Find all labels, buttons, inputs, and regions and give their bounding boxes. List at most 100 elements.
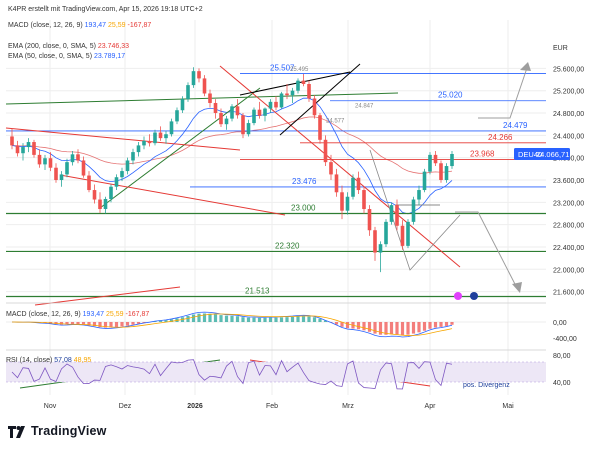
macd-histogram-bar (59, 322, 64, 325)
macd-histogram-bar (103, 322, 108, 328)
candle-body (175, 110, 179, 122)
macd-histogram-bar (450, 322, 454, 325)
candle-body (367, 209, 372, 231)
projection-up-head (520, 62, 531, 71)
macd-histogram-bar (367, 322, 372, 332)
candle-body (268, 101, 273, 109)
macd-histogram-bar (301, 316, 306, 322)
level-label: 25.507 (270, 64, 295, 73)
candle-body (169, 121, 174, 135)
macd-histogram-bar (191, 314, 196, 322)
time-tick-label: 2026 (187, 403, 203, 410)
tradingview-logo[interactable]: TradingView (8, 424, 107, 438)
macd-histogram-bar (312, 317, 317, 322)
macd-histogram-bar (318, 318, 322, 322)
candle-body (241, 115, 245, 135)
candle-body (109, 186, 113, 199)
candle-body (59, 174, 64, 180)
time-tick-label: Apr (425, 403, 437, 410)
candle-body (318, 115, 322, 140)
macd-histogram-bar (153, 321, 157, 322)
macd-histogram-bar (279, 317, 284, 322)
macd-histogram-bar (406, 322, 410, 335)
macd-histogram-bar (87, 322, 91, 326)
macd-histogram-bar (219, 315, 223, 322)
ema200-path (11, 116, 453, 174)
price-axis-currency: EUR (553, 45, 568, 52)
macd-histogram-bar (444, 322, 449, 326)
candle-body (81, 160, 86, 176)
candle-body (389, 205, 394, 222)
macd-histogram-bar (433, 322, 438, 328)
macd-histogram-bar (263, 317, 267, 322)
candle-body (98, 199, 102, 210)
trend-line (99, 87, 261, 209)
signal-line (11, 313, 453, 336)
candle-body (48, 158, 53, 168)
candle-body (10, 136, 14, 146)
candle-body (373, 230, 377, 253)
candle-body (114, 177, 119, 187)
macd-histogram-bar (224, 315, 229, 322)
price-tick-label: 24.800,00 (553, 111, 584, 118)
price-tick-label: 22.800,00 (553, 223, 584, 230)
ema200-legend: EMA (200, close, 0, SMA, 5) 23.746,33 (8, 43, 130, 50)
macd-histogram-bar (296, 316, 300, 322)
macd-histogram-bar (384, 322, 388, 335)
macd-histogram-bar (389, 322, 394, 335)
macd-histogram-bar (142, 322, 146, 323)
price-axis[interactable]: EUR 25.600,00 25.200,00 24.800,00 24.400,00 2… (514, 45, 584, 387)
macd-histogram-bar (208, 313, 212, 322)
macd-histogram-bar (114, 322, 119, 328)
macd-histogram-bar (235, 316, 240, 322)
macd-histogram-bar (252, 317, 256, 322)
price-tick-label: 21.600,00 (553, 290, 584, 297)
candle-body (103, 198, 108, 210)
candle-body (290, 90, 295, 96)
macd-histogram-bar (362, 322, 366, 331)
candle-body (263, 108, 267, 116)
candle-body (334, 174, 339, 193)
candle-body (450, 153, 454, 167)
candle-body (37, 154, 42, 165)
time-tick-label: Nov (44, 403, 57, 410)
rsi-line (11, 359, 453, 390)
candle-body (70, 154, 75, 163)
candle-body (136, 145, 141, 153)
macd-histogram-bar (109, 322, 113, 328)
price-tick-label: 23.600,00 (553, 178, 584, 185)
candle-body (208, 93, 212, 103)
projection-arrows (454, 62, 531, 300)
macd-histogram-bar (257, 317, 262, 322)
macd-histogram-bar (334, 322, 339, 325)
ema200-line (11, 116, 453, 174)
price-tick-label: 25.600,00 (553, 66, 584, 73)
macd-tick-label: -400,00 (553, 336, 577, 343)
candle-body (362, 190, 366, 210)
candle-body (345, 196, 350, 211)
candle-body (444, 166, 449, 180)
macd-histogram-bar (323, 320, 328, 322)
macd-histogram-bar (169, 319, 174, 322)
candle-body (411, 199, 416, 222)
trend-line (5, 127, 241, 151)
level-label: 25.020 (438, 91, 463, 100)
macd-histogram-bar (285, 317, 289, 322)
price-tick-label: 23.200,00 (553, 200, 584, 207)
macd-histogram-bar (246, 317, 251, 322)
candle-body (92, 190, 97, 200)
macd-histogram-bar (197, 313, 201, 322)
triangle-line (369, 149, 461, 271)
rsi-tick-label: 80,00 (553, 353, 571, 360)
macd-histogram-bar (307, 316, 311, 322)
macd-histogram-bar (131, 322, 135, 325)
candle-body (351, 177, 355, 197)
level-label: 23.968 (470, 149, 495, 158)
created-by-line: K4PR erstellt mit TradingView.com, Apr 1… (8, 6, 203, 13)
candle-body (329, 162, 333, 175)
candle-body (32, 142, 36, 155)
time-axis[interactable]: Nov Dez 2026 Feb Mrz Apr Mai (44, 403, 514, 410)
trend-line (239, 71, 351, 96)
